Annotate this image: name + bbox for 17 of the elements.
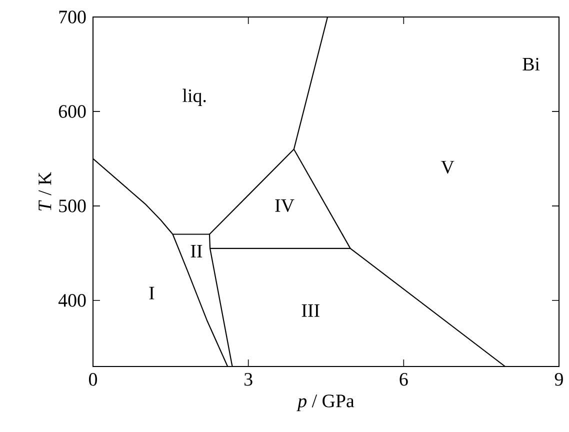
annotation: Bi — [522, 58, 540, 70]
annotation: II — [190, 244, 202, 258]
x-tick-label: 0 — [88, 373, 97, 386]
annotation: liq. — [182, 88, 206, 106]
x-tick-label: 3 — [244, 373, 252, 386]
annotation: V — [441, 160, 454, 174]
annotation: III — [302, 304, 320, 317]
y-tick-label: 500 — [59, 200, 86, 212]
y-axis-title: T / K — [38, 172, 52, 211]
x-axis-title: p / GPa — [296, 394, 354, 412]
y-tick-label: 600 — [58, 105, 86, 118]
annotation: I — [149, 286, 154, 300]
y-tick-label: 400 — [58, 294, 86, 307]
annotation: IV — [275, 199, 294, 212]
y-tick-label: 700 — [59, 10, 86, 24]
x-tick-label: 6 — [400, 373, 408, 386]
x-tick-label: 9 — [554, 373, 563, 386]
